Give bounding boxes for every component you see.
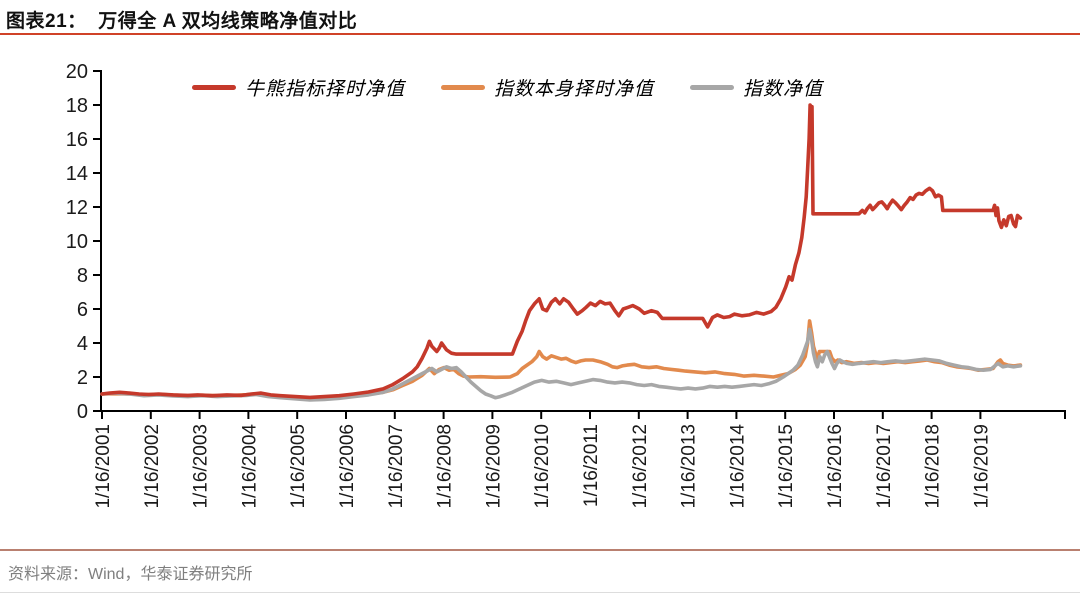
svg-text:1/16/2019: 1/16/2019 [971, 424, 992, 509]
svg-text:1/16/2012: 1/16/2012 [630, 424, 651, 509]
svg-text:1/16/2001: 1/16/2001 [93, 424, 114, 509]
svg-text:1/16/2014: 1/16/2014 [727, 424, 748, 509]
svg-text:1/16/2017: 1/16/2017 [874, 424, 895, 509]
legend-line-swatch-orange [441, 85, 486, 90]
svg-text:16: 16 [66, 129, 88, 151]
svg-text:1/16/2007: 1/16/2007 [386, 424, 407, 509]
svg-text:1/16/2008: 1/16/2008 [435, 424, 456, 509]
page-bottom-edge [0, 592, 1080, 593]
figure-title: 图表21： 万得全 A 双均线策略净值对比 [6, 11, 358, 32]
svg-text:1/16/2005: 1/16/2005 [288, 424, 309, 509]
legend-line-swatch-red [192, 85, 236, 90]
svg-text:1/16/2013: 1/16/2013 [679, 424, 700, 509]
svg-text:1/16/2004: 1/16/2004 [239, 424, 260, 509]
svg-text:1/16/2006: 1/16/2006 [337, 424, 358, 509]
svg-text:1/16/2011: 1/16/2011 [581, 424, 602, 507]
footer-separator [0, 549, 1080, 551]
svg-text:2: 2 [77, 367, 88, 389]
legend-line-swatch-gray [690, 85, 735, 90]
svg-text:1/16/2010: 1/16/2010 [532, 424, 553, 509]
svg-text:8: 8 [77, 265, 88, 287]
legend-item-bull-bear-timing-nav: 牛熊指标择时净值 [192, 74, 405, 101]
title-underline [0, 33, 1080, 35]
series-line-2 [100, 327, 1023, 402]
legend-item-index-nav: 指数净值 [690, 74, 823, 101]
svg-text:12: 12 [66, 197, 88, 219]
legend-label: 牛熊指标择时净值 [245, 78, 406, 100]
svg-text:14: 14 [66, 163, 88, 185]
svg-text:1/16/2002: 1/16/2002 [142, 424, 163, 509]
svg-text:6: 6 [77, 299, 88, 321]
legend-item-index-timing-nav: 指数本身择时净值 [441, 74, 654, 101]
legend-label: 指数净值 [743, 78, 824, 100]
svg-text:10: 10 [66, 231, 88, 253]
svg-text:18: 18 [66, 95, 88, 117]
svg-text:1/16/2018: 1/16/2018 [923, 424, 944, 509]
series-line-0 [100, 103, 1023, 400]
data-source-note: 资料来源：Wind，华泰证券研究所 [8, 566, 253, 583]
svg-text:1/16/2015: 1/16/2015 [776, 424, 797, 509]
legend-label: 指数本身择时净值 [494, 78, 655, 100]
svg-text:1/16/2016: 1/16/2016 [825, 424, 846, 509]
svg-text:1/16/2003: 1/16/2003 [191, 424, 212, 509]
chart-legend: 牛熊指标择时净值 指数本身择时净值 指数净值 [192, 74, 823, 101]
svg-text:1/16/2009: 1/16/2009 [483, 424, 504, 509]
svg-text:4: 4 [77, 333, 88, 355]
svg-text:20: 20 [66, 61, 88, 83]
series-line-1 [100, 319, 1023, 401]
svg-text:0: 0 [77, 401, 88, 423]
